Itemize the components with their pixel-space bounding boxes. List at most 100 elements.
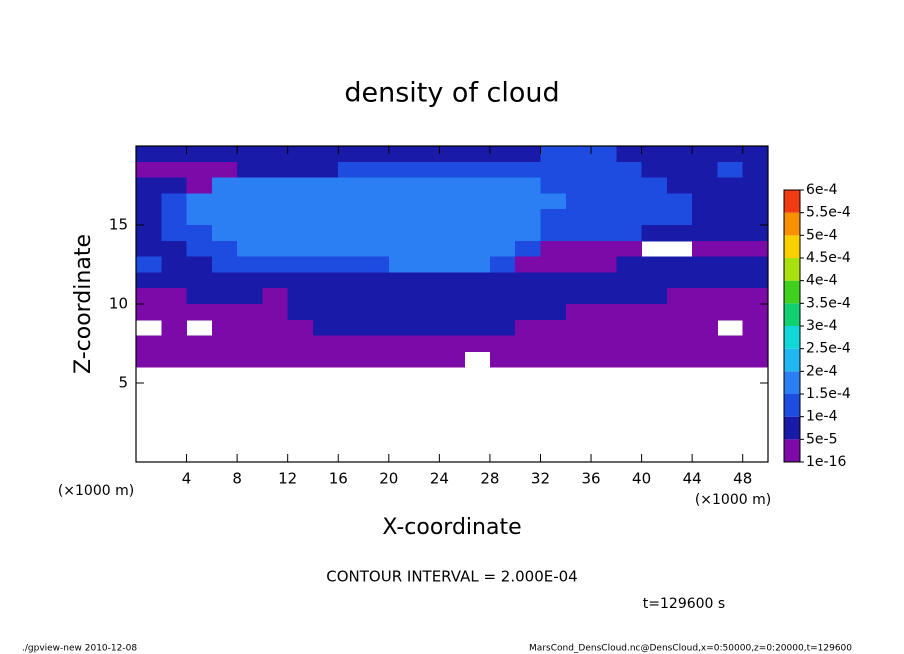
field-cell — [540, 146, 567, 163]
field-cell — [338, 351, 365, 368]
field-cell — [136, 272, 162, 289]
time-label: t=129600 s — [643, 596, 725, 612]
field-cell — [262, 272, 289, 289]
field-cell — [312, 272, 339, 289]
field-cell — [363, 161, 390, 179]
field-cell — [591, 272, 617, 289]
field-cell — [338, 146, 365, 163]
field-cell — [616, 209, 643, 226]
field-cell — [161, 161, 188, 179]
field-cell — [742, 272, 769, 289]
x-tick-label: 44 — [683, 470, 702, 488]
field-cell — [439, 146, 466, 163]
field-cell — [489, 351, 516, 368]
field-cell — [186, 161, 213, 179]
colorbar-label: 4.5e-4 — [806, 250, 851, 266]
field-cell — [591, 240, 617, 258]
field-cell — [565, 209, 592, 226]
field-cell — [136, 304, 162, 321]
field-cell — [312, 351, 339, 368]
field-cell — [136, 193, 162, 210]
field-cell — [312, 304, 339, 321]
field-cell — [287, 351, 314, 368]
field-cell — [136, 335, 162, 352]
field-cell — [464, 335, 491, 352]
field-cell — [616, 177, 643, 194]
field-cell — [312, 209, 339, 226]
field-cell — [136, 209, 162, 226]
field-cell — [616, 288, 643, 305]
colorbar-band — [784, 212, 800, 236]
field-cell — [363, 225, 390, 242]
field-cell — [591, 319, 617, 337]
field-cell — [742, 209, 769, 226]
field-cell — [717, 225, 744, 242]
field-cell — [237, 177, 263, 194]
field-cell — [641, 177, 668, 194]
field-cell — [388, 319, 415, 337]
field-cell — [515, 288, 541, 305]
field-cell — [692, 335, 718, 352]
field-cell — [515, 193, 541, 210]
field-cell — [237, 161, 263, 179]
field-cell — [414, 256, 440, 273]
field-cell — [388, 335, 415, 352]
field-cell — [692, 256, 718, 273]
field-cell — [363, 177, 390, 194]
colorbar-band — [784, 258, 800, 281]
field-cell — [287, 256, 314, 273]
field-cell — [515, 272, 541, 289]
field-cell — [338, 209, 365, 226]
field-cell — [186, 177, 213, 194]
field-cell — [338, 193, 365, 210]
field-cell — [666, 225, 693, 242]
field-cell — [666, 177, 693, 194]
field-cell — [692, 146, 718, 163]
field-cell — [262, 161, 289, 179]
field-cell — [540, 319, 567, 337]
field-cell — [186, 193, 213, 210]
field-cell — [136, 177, 162, 194]
field-cell — [692, 225, 718, 242]
field-cell — [439, 351, 466, 368]
field-cell — [439, 319, 466, 337]
field-cell — [666, 256, 693, 273]
field-cell — [616, 319, 643, 337]
field-cell — [161, 177, 188, 194]
field-cell — [262, 351, 289, 368]
field-cell — [312, 146, 339, 163]
field-cell — [692, 161, 718, 179]
y-tick-label: 5 — [118, 374, 128, 392]
field-cell — [666, 161, 693, 179]
y-tick-label: 15 — [109, 216, 128, 234]
field-cell — [161, 240, 188, 258]
field-cell — [591, 256, 617, 273]
field-cell — [717, 146, 744, 163]
field-cell — [540, 240, 567, 258]
field-cell — [717, 288, 744, 305]
field-cell — [414, 225, 440, 242]
field-cell — [565, 240, 592, 258]
field-cell — [287, 319, 314, 337]
x-tick-label: 40 — [632, 470, 651, 488]
field-cell — [161, 319, 188, 337]
field-cell — [363, 256, 390, 273]
field-cell — [161, 225, 188, 242]
x-tick-label: 36 — [581, 470, 600, 488]
field-cell — [262, 193, 289, 210]
field-cell — [161, 193, 188, 210]
field-cell — [211, 161, 238, 179]
field-cell — [186, 272, 213, 289]
colorbar-band — [784, 439, 800, 462]
field-cell — [591, 161, 617, 179]
x-unit-left: (×1000 m) — [58, 483, 134, 499]
field-cell — [641, 288, 668, 305]
field-cell — [388, 193, 415, 210]
field-cell — [439, 335, 466, 352]
field-cell — [591, 288, 617, 305]
footer-right: MarsCond_DensCloud.nc@DensCloud,x=0:5000… — [529, 644, 852, 654]
field-cell — [211, 225, 238, 242]
field-cell — [565, 256, 592, 273]
field-cell — [161, 272, 188, 289]
